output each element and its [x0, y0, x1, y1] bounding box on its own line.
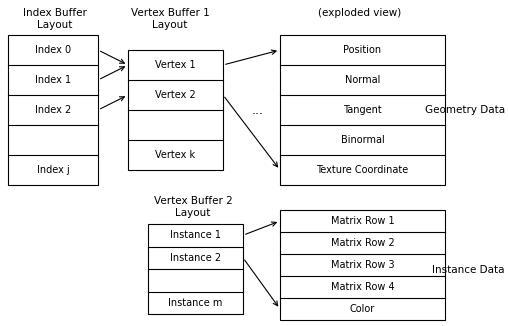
- Text: Index 1: Index 1: [35, 75, 71, 85]
- Text: Matrix Row 2: Matrix Row 2: [331, 238, 394, 248]
- Bar: [8, 35, 98, 185]
- Text: Texture Coordinate: Texture Coordinate: [316, 165, 408, 175]
- Text: (exploded view): (exploded view): [319, 8, 402, 18]
- Bar: [280, 210, 445, 320]
- Text: Index 2: Index 2: [35, 105, 71, 115]
- Text: ...: ...: [252, 103, 264, 116]
- Text: Tangent: Tangent: [343, 105, 382, 115]
- Text: Vertex 2: Vertex 2: [155, 90, 196, 100]
- Text: Instance m: Instance m: [168, 298, 223, 308]
- Text: Vertex Buffer 1
Layout: Vertex Buffer 1 Layout: [131, 8, 209, 30]
- Text: Geometry Data: Geometry Data: [425, 105, 505, 115]
- Bar: [280, 35, 445, 185]
- Text: Vertex Buffer 2
Layout: Vertex Buffer 2 Layout: [153, 196, 232, 217]
- Text: Normal: Normal: [345, 75, 380, 85]
- Text: Color: Color: [350, 304, 375, 314]
- Bar: [148, 224, 243, 314]
- Text: Position: Position: [343, 45, 382, 55]
- Text: Binormal: Binormal: [341, 135, 385, 145]
- Text: Vertex 1: Vertex 1: [155, 60, 196, 70]
- Bar: [128, 50, 223, 170]
- Text: Matrix Row 3: Matrix Row 3: [331, 260, 394, 270]
- Text: Instance 2: Instance 2: [170, 253, 221, 263]
- Text: Matrix Row 4: Matrix Row 4: [331, 282, 394, 292]
- Text: Index 0: Index 0: [35, 45, 71, 55]
- Text: Index j: Index j: [37, 165, 70, 175]
- Text: Index Buffer
Layout: Index Buffer Layout: [23, 8, 87, 30]
- Text: Instance Data: Instance Data: [432, 265, 505, 275]
- Text: Vertex k: Vertex k: [155, 150, 196, 160]
- Text: Matrix Row 1: Matrix Row 1: [331, 216, 394, 226]
- Text: Instance 1: Instance 1: [170, 230, 221, 240]
